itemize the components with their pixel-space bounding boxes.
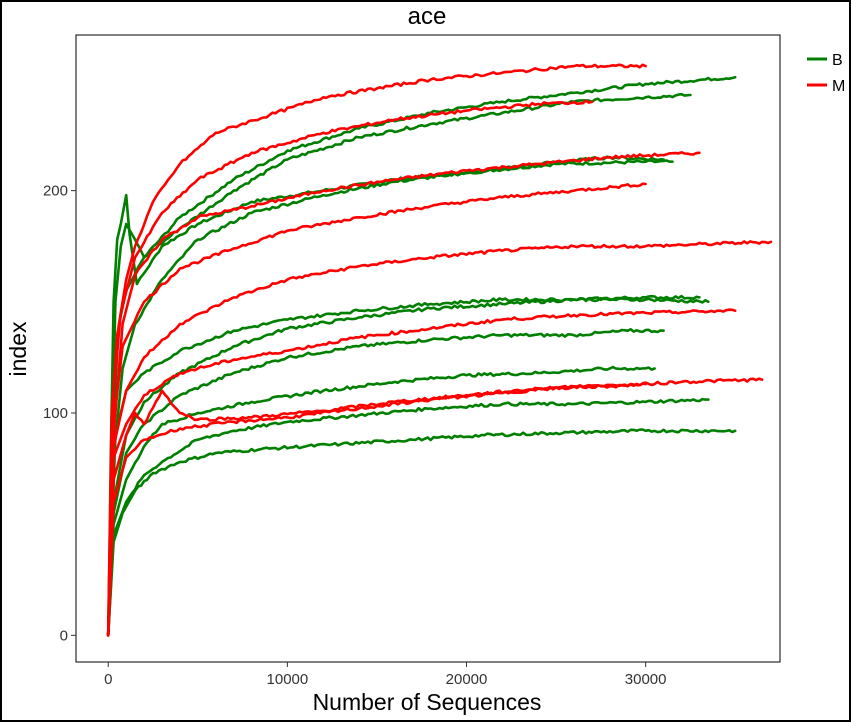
series-line-b-1 [106, 159, 674, 637]
series-line-b-8 [106, 397, 710, 637]
series-layer [106, 63, 773, 637]
chart-title: ace [408, 3, 447, 30]
series-line-m-15 [106, 240, 773, 637]
x-axis-title: Number of Sequences [313, 689, 542, 715]
series-line-b-6 [106, 328, 665, 637]
series-line-m-11 [106, 63, 647, 637]
series-line-b-4 [106, 155, 665, 637]
series-line-b-10 [106, 296, 710, 637]
x-tick-label: 0 [104, 671, 112, 688]
legend-label-b: B [832, 52, 843, 69]
series-line-m-14 [106, 182, 647, 637]
y-axis-title: index [5, 321, 31, 376]
series-line-m-18 [106, 382, 647, 637]
series-line-b-3 [106, 92, 692, 637]
series-line-m-17 [106, 377, 764, 637]
y-axis: 0 100 200 [43, 183, 76, 644]
series-line-b-7 [106, 365, 656, 637]
plot-panel-border [75, 34, 781, 663]
y-tick-label: 200 [43, 183, 68, 200]
series-line-m-12 [106, 99, 594, 637]
x-tick-label: 10000 [267, 671, 309, 688]
series-line-b-9 [106, 428, 737, 637]
y-tick-label: 0 [60, 627, 68, 644]
series-line-m-16 [106, 308, 737, 637]
series-line-b-5 [106, 294, 701, 637]
x-tick-label: 30000 [625, 671, 667, 688]
series-line-m-13 [106, 151, 701, 637]
legend: BM [807, 52, 845, 95]
x-axis: 0 10000 20000 30000 [104, 662, 667, 688]
x-tick-label: 20000 [446, 671, 488, 688]
legend-label-m: M [832, 78, 845, 95]
y-tick-label: 100 [43, 405, 68, 422]
